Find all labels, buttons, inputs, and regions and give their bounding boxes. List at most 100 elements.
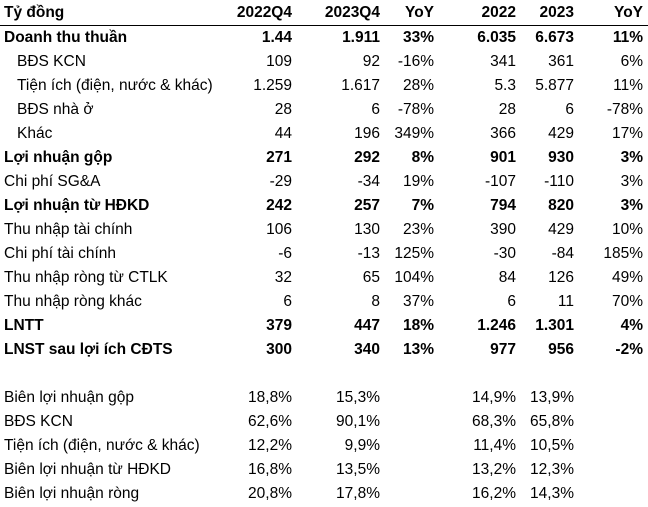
cell-yoy-quarter: 104% bbox=[394, 269, 434, 286]
table-row: Lợi nhuận gộp 271 292 8% 901 930 3% bbox=[0, 146, 648, 170]
cell-yoy-quarter: 13% bbox=[402, 341, 434, 358]
cell-yoy-quarter: 37% bbox=[402, 293, 434, 310]
row-label: Biên lợi nhuận ròng bbox=[4, 485, 140, 502]
cell-q4-2023: -13 bbox=[357, 245, 380, 262]
cell-year-2022: 977 bbox=[490, 341, 516, 358]
cell-year-2023: 14,3% bbox=[530, 485, 574, 502]
cell-year-2023: 6 bbox=[565, 101, 574, 118]
cell-q4-2023: 1.617 bbox=[341, 77, 380, 94]
row-label: Lợi nhuận gộp bbox=[4, 149, 113, 166]
header-row: Tỷ đồng 2022Q4 2023Q4 YoY 2022 2023 YoY bbox=[0, 1, 648, 26]
cell-year-2022: 341 bbox=[490, 53, 516, 70]
cell-year-2023: -110 bbox=[544, 173, 574, 190]
table-row: Khác 44 196 349% 366 429 17% bbox=[0, 122, 648, 146]
cell-q4-2022: 379 bbox=[266, 317, 292, 334]
header-2022q4: 2022Q4 bbox=[236, 4, 292, 21]
cell-q4-2023: 1.911 bbox=[342, 29, 380, 46]
cell-yoy-year bbox=[576, 482, 643, 506]
cell-yoy-year bbox=[576, 386, 643, 410]
cell-yoy-year: 49% bbox=[611, 269, 643, 286]
cell-year-2023: 429 bbox=[548, 221, 574, 238]
cell-yoy-year bbox=[576, 458, 643, 482]
cell-q4-2023: 130 bbox=[354, 221, 380, 238]
header-yoy-quarter: YoY bbox=[405, 4, 434, 21]
cell-year-2023: 930 bbox=[548, 149, 574, 166]
margin-row: Biên lợi nhuận gộp 18,8% 15,3% 14,9% 13,9% bbox=[0, 386, 648, 410]
cell-yoy-year: 3% bbox=[620, 149, 643, 166]
table-row: BĐS nhà ở 28 6 -78% 28 6 -78% bbox=[0, 98, 648, 122]
cell-q4-2022: 18,8% bbox=[248, 389, 292, 406]
row-label: Biên lợi nhuận từ HĐKD bbox=[4, 461, 172, 478]
table-row: Thu nhập ròng khác 6 8 37% 6 11 70% bbox=[0, 290, 648, 314]
cell-year-2023: 956 bbox=[548, 341, 574, 358]
cell-year-2022: 11,4% bbox=[473, 437, 516, 454]
cell-yoy-quarter: 23% bbox=[402, 221, 434, 238]
cell-q4-2023: 196 bbox=[354, 125, 380, 142]
row-label: Tiện ích (điện, nước & khác) bbox=[4, 437, 200, 454]
row-label: LNST sau lợi ích CĐTS bbox=[4, 341, 173, 358]
row-label: Chi phí SG&A bbox=[4, 173, 101, 190]
margin-row: BĐS KCN 62,6% 90,1% 68,3% 65,8% bbox=[0, 410, 648, 434]
cell-yoy-year: 17% bbox=[611, 125, 643, 142]
margin-row: Biên lợi nhuận ròng 20,8% 17,8% 16,2% 14,3% bbox=[0, 482, 648, 506]
cell-q4-2023: 292 bbox=[354, 149, 380, 166]
row-label: BĐS KCN bbox=[4, 413, 73, 430]
cell-q4-2023: 340 bbox=[354, 341, 380, 358]
cell-q4-2022: 1.44 bbox=[261, 29, 292, 46]
cell-year-2023: 1.301 bbox=[535, 317, 574, 334]
cell-q4-2022: -6 bbox=[278, 245, 292, 262]
row-label: BĐS nhà ở bbox=[17, 101, 94, 118]
cell-yoy-year: 6% bbox=[620, 53, 643, 70]
cell-yoy-year: 3% bbox=[620, 197, 643, 214]
table-row: LNTT 379 447 18% 1.246 1.301 4% bbox=[0, 314, 648, 338]
cell-q4-2023: 90,1% bbox=[336, 413, 380, 430]
cell-q4-2022: 300 bbox=[266, 341, 292, 358]
cell-q4-2022: 1.259 bbox=[253, 77, 292, 94]
cell-yoy-quarter bbox=[382, 386, 434, 410]
cell-year-2022: 13,2% bbox=[472, 461, 516, 478]
cell-yoy-year: 11% bbox=[613, 77, 643, 94]
cell-year-2023: 65,8% bbox=[530, 413, 574, 430]
cell-q4-2022: 106 bbox=[266, 221, 292, 238]
cell-year-2023: 361 bbox=[548, 53, 574, 70]
cell-q4-2023: 9,9% bbox=[344, 437, 380, 454]
cell-year-2023: 12,3% bbox=[530, 461, 574, 478]
cell-q4-2023: 13,5% bbox=[336, 461, 380, 478]
cell-yoy-year: 11% bbox=[612, 29, 643, 46]
cell-yoy-year bbox=[576, 410, 643, 434]
cell-q4-2022: -29 bbox=[269, 173, 292, 190]
cell-q4-2023: 17,8% bbox=[336, 485, 380, 502]
header-2023q4: 2023Q4 bbox=[324, 4, 380, 21]
cell-year-2023: 820 bbox=[548, 197, 574, 214]
cell-yoy-quarter bbox=[382, 458, 434, 482]
row-label: Tiện ích (điện, nước & khác) bbox=[17, 77, 213, 94]
cell-q4-2023: 15,3% bbox=[336, 389, 380, 406]
cell-yoy-year: 70% bbox=[611, 293, 643, 310]
cell-year-2022: 1.246 bbox=[477, 317, 516, 334]
table-row: Thu nhập ròng từ CTLK 32 65 104% 84 126 49% bbox=[0, 266, 648, 290]
cell-yoy-quarter: -78% bbox=[397, 101, 434, 118]
row-label: Lợi nhuận từ HĐKD bbox=[4, 197, 150, 214]
row-label: BĐS KCN bbox=[17, 53, 86, 70]
cell-year-2023: 11 bbox=[557, 293, 574, 310]
cell-yoy-year: 3% bbox=[620, 173, 643, 190]
row-label: Thu nhập ròng từ CTLK bbox=[4, 269, 168, 286]
cell-year-2022: 14,9% bbox=[472, 389, 516, 406]
table-row: Doanh thu thuần 1.44 1.911 33% 6.035 6.673 11% bbox=[0, 26, 648, 50]
cell-q4-2022: 242 bbox=[266, 197, 292, 214]
cell-year-2022: 6 bbox=[507, 293, 516, 310]
cell-yoy-quarter: 28% bbox=[402, 77, 434, 94]
cell-year-2022: 84 bbox=[498, 269, 516, 286]
cell-year-2022: 68,3% bbox=[472, 413, 516, 430]
cell-yoy-quarter bbox=[382, 410, 434, 434]
row-label: Biên lợi nhuận gộp bbox=[4, 389, 134, 406]
cell-year-2023: 126 bbox=[548, 269, 574, 286]
header-yoy-year: YoY bbox=[614, 4, 643, 21]
cell-yoy-quarter bbox=[382, 434, 434, 458]
cell-year-2022: 28 bbox=[498, 101, 516, 118]
table-row: Tiện ích (điện, nước & khác) 1.259 1.617 28… bbox=[0, 74, 648, 98]
cell-year-2023: -84 bbox=[551, 245, 574, 262]
cell-yoy-quarter: 349% bbox=[394, 125, 434, 142]
cell-yoy-quarter: 18% bbox=[402, 317, 434, 334]
cell-year-2022: 901 bbox=[490, 149, 516, 166]
